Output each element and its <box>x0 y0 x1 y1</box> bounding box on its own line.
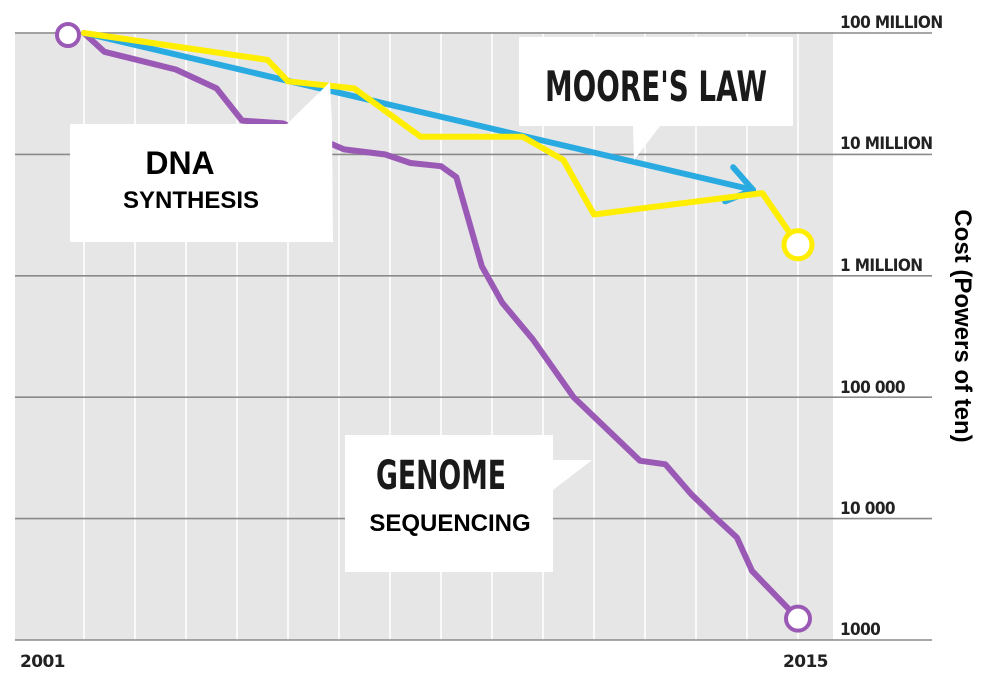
series-layer <box>55 22 815 633</box>
genome-sequencing-callout: GENOME SEQUENCING <box>345 435 592 572</box>
y-tick-label: 100 000 <box>840 378 905 398</box>
dna-synthesis-callout: DNA SYNTHESIS <box>70 82 333 242</box>
y-tick-label: 1 MILLION <box>840 256 922 276</box>
x-tick-label-start: 2001 <box>20 652 65 672</box>
dna-synthesis-label-line1: DNA <box>145 145 214 181</box>
y-tick-label: 100 MILLION <box>840 13 943 33</box>
y-axis-label: Cost (Powers of ten) <box>949 209 976 442</box>
dna-synthesis-line <box>81 30 801 248</box>
y-tick-labels: 100 MILLION 10 MILLION 1 MILLION 100 000… <box>840 13 943 640</box>
dna-synthesis-end-marker <box>781 228 815 262</box>
start-marker <box>55 22 81 48</box>
y-tick-label: 10 MILLION <box>840 134 933 154</box>
genome-sequencing-label-line1: GENOME <box>376 453 506 499</box>
y-tick-label: 1000 <box>840 620 880 640</box>
moores-law-label: MOORE'S LAW <box>545 62 767 111</box>
horizontal-gridlines <box>15 32 932 641</box>
moores-law-callout: MOORE'S LAW <box>519 37 793 160</box>
y-tick-label: 10 000 <box>840 499 895 519</box>
moores-law-callout-box <box>519 37 793 160</box>
dna-synthesis-callout-box <box>70 82 333 242</box>
genome-sequencing-callout-box <box>345 435 592 572</box>
dna-synthesis-label-line2: SYNTHESIS <box>123 187 259 214</box>
genome-sequencing-line <box>81 30 801 622</box>
genome-sequencing-label-line2: SEQUENCING <box>369 510 530 537</box>
moores-law-line <box>81 30 756 193</box>
x-tick-label-end: 2015 <box>783 652 828 672</box>
genome-sequencing-end-marker <box>784 604 812 633</box>
